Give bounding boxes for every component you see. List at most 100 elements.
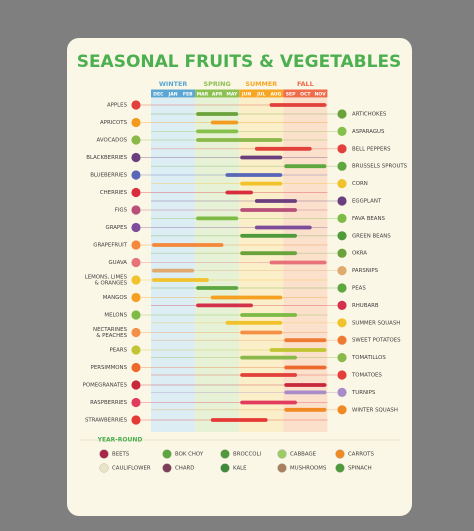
season-bar <box>240 313 297 317</box>
item-icon <box>337 283 347 293</box>
item-icon <box>337 335 347 345</box>
item-icon <box>337 266 347 276</box>
item-icon <box>131 117 141 128</box>
season-bar <box>240 208 297 212</box>
chart-area: WINTER DEC JAN FEB SPRING MAR APR MAY SUMMER JUN J… <box>83 80 408 473</box>
item-label: ARTICHOKES <box>352 112 387 118</box>
item-label: & ORANGES <box>95 281 128 287</box>
item-label: MANGOS <box>103 295 128 301</box>
item-icon <box>337 109 347 119</box>
season-bar <box>152 268 195 273</box>
month-label: NOV <box>314 92 326 98</box>
item-icon <box>131 327 141 338</box>
item-label: BRUSSELS SPROUTS <box>352 164 408 170</box>
season-band <box>151 89 196 98</box>
item-label: TOMATILLOS <box>351 355 386 361</box>
item-icon <box>337 161 347 171</box>
year-round-label: CABBAGE <box>290 452 317 458</box>
item-icon <box>131 310 141 320</box>
season-bar <box>240 400 297 405</box>
item-icon <box>131 415 141 425</box>
item-icon <box>131 240 141 250</box>
item-label: CHERRIES <box>100 190 128 196</box>
season-shade <box>151 98 196 432</box>
season-bar <box>240 251 297 256</box>
month-label: JAN <box>167 92 177 98</box>
item-icon <box>131 380 141 390</box>
year-round-icon <box>335 463 345 473</box>
year-round-label: CHARD <box>175 466 194 472</box>
item-icon <box>131 205 141 215</box>
item-label: PEAS <box>352 286 366 292</box>
month-label: FEB <box>183 92 193 98</box>
month-label: JUL <box>256 92 265 98</box>
month-label: JUN <box>241 92 251 98</box>
item-icon <box>131 170 141 180</box>
season-bar <box>240 355 297 360</box>
season-bar <box>269 260 327 265</box>
year-round-label: BOK CHOY <box>175 452 204 458</box>
item-label: GUAVA <box>109 260 128 266</box>
item-label: TOMATOES <box>351 373 382 379</box>
item-label: OKRA <box>352 251 367 257</box>
item-label: MELONS <box>104 313 127 319</box>
year-round-label: MUSHROOMS <box>290 466 327 472</box>
season-bar <box>284 164 327 169</box>
item-label: APPLES <box>107 103 128 109</box>
year-round-icon <box>220 463 230 473</box>
year-round-icon <box>99 449 109 459</box>
season-bar <box>196 129 239 134</box>
season-bar <box>240 373 297 377</box>
item-icon <box>131 397 141 408</box>
month-label: OCT <box>300 92 311 98</box>
season-bar <box>240 330 283 335</box>
season-bar <box>284 407 327 412</box>
item-icon <box>337 353 347 363</box>
season-bar <box>254 225 312 230</box>
year-round-icon <box>99 463 109 473</box>
year-round-icon <box>162 463 172 473</box>
year-round-label: BROCCOLI <box>233 452 261 458</box>
item-icon <box>131 100 141 110</box>
season-shade <box>195 98 240 432</box>
item-icon <box>337 370 347 380</box>
item-label: & PEACHES <box>96 333 127 339</box>
season-band <box>283 89 328 98</box>
item-label: BLUEBERRIES <box>90 173 127 179</box>
item-label: SUMMER SQUASH <box>352 320 400 326</box>
item-label: SWEET POTATOES <box>352 338 401 344</box>
season-name: FALL <box>297 80 314 88</box>
item-icon <box>131 187 141 198</box>
year-round-icon <box>277 463 287 473</box>
item-icon <box>337 179 347 189</box>
item-label: BELL PEPPERS <box>352 146 391 152</box>
year-round-icon <box>335 449 345 459</box>
item-icon <box>337 126 347 136</box>
item-label: TURNIPS <box>351 390 376 396</box>
season-band <box>239 89 284 98</box>
season-band <box>195 89 240 98</box>
month-label: MAR <box>197 92 209 98</box>
season-bar <box>196 303 253 308</box>
item-icon <box>131 345 141 355</box>
item-label: PEARS <box>109 348 127 354</box>
season-bar <box>284 365 327 370</box>
season-bar <box>240 233 297 238</box>
season-bar <box>240 181 283 186</box>
item-label: APRICOTS <box>100 120 128 126</box>
season-name: SUMMER <box>245 80 277 88</box>
item-label: CORN <box>352 181 368 187</box>
year-round-icon <box>162 449 172 459</box>
season-bar <box>284 383 327 387</box>
item-label: PERSIMMONS <box>91 365 128 371</box>
item-label: BLACKBERRIES <box>86 155 127 161</box>
item-label: EGGPLANT <box>352 199 382 205</box>
season-bar <box>196 112 239 116</box>
item-label: AVOCADOS <box>97 138 128 144</box>
season-bar <box>210 418 268 422</box>
season-bar <box>196 138 283 142</box>
item-label: ASPARAGUS <box>352 129 385 135</box>
item-icon <box>337 387 347 397</box>
year-round-title: YEAR-ROUND <box>97 437 143 444</box>
